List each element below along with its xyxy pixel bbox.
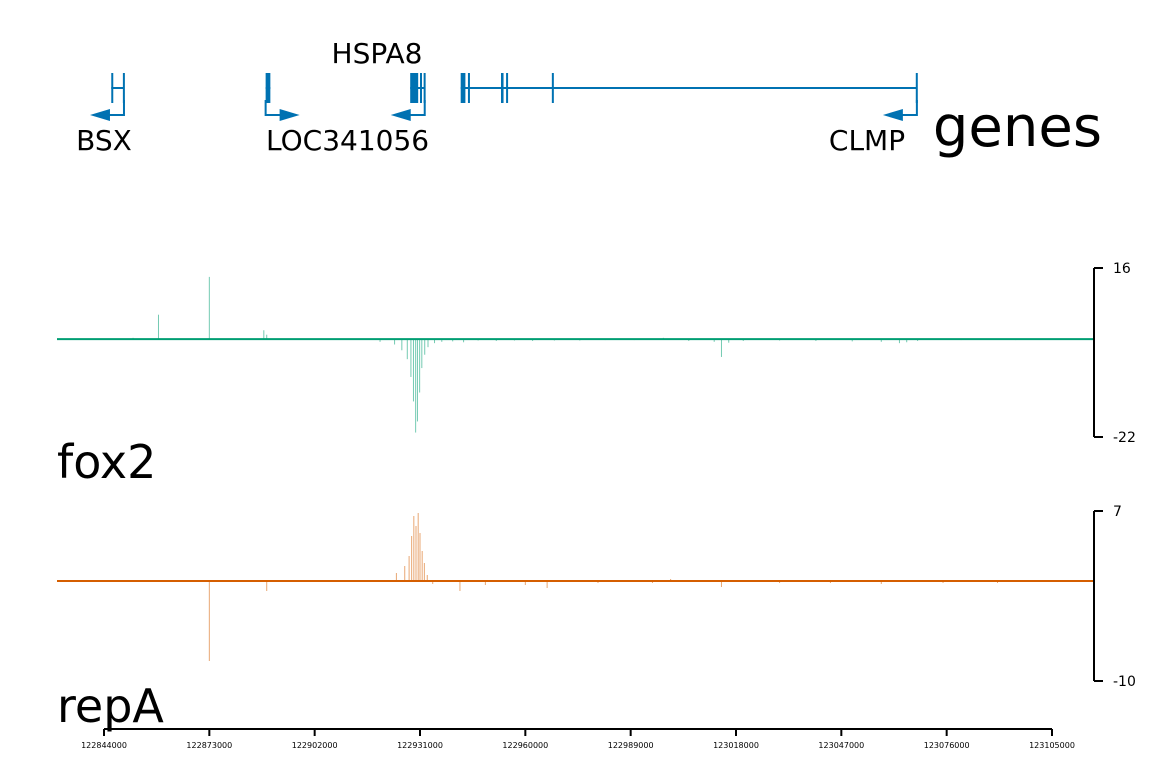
gene-exon (111, 73, 114, 103)
strand-arrow-stem (103, 100, 125, 116)
x-tick-label: 122844000 (81, 741, 127, 750)
x-tick-label: 122873000 (186, 741, 232, 750)
track-repA: 7 -10 repA (57, 504, 1136, 733)
strand-arrow-head (279, 109, 300, 121)
x-tick-label: 123076000 (924, 741, 970, 750)
signal-tracks: 16 -22 fox2 7 -10 repA (57, 261, 1136, 733)
gene-bsx: BSX (76, 73, 132, 157)
x-tick-label: 123018000 (713, 741, 759, 750)
y-tick-label: -10 (1113, 674, 1136, 690)
x-tick-label: 122931000 (397, 741, 443, 750)
strand-arrow-head (882, 109, 903, 121)
strand-arrow-stem (404, 100, 426, 116)
gene-exon (410, 73, 419, 103)
gene-label: CLMP (829, 124, 905, 157)
gene-hspa8: HSPA8 (332, 37, 426, 121)
track-label-repA: repA (57, 679, 164, 733)
gene-exon (506, 73, 509, 103)
gene-exon (915, 73, 918, 103)
gene-exon (460, 73, 466, 103)
gene-exon (420, 73, 422, 103)
genes-track: BSX LOC341056 HSPA8 CLMP genes (76, 37, 1102, 160)
gene-exon (122, 73, 125, 103)
track-fox2: 16 -22 fox2 (57, 261, 1136, 489)
strand-arrow-stem (264, 100, 286, 116)
gene-loc341056: LOC341056 (264, 73, 429, 157)
track-label-fox2: fox2 (57, 435, 156, 489)
gene-exon (423, 73, 426, 103)
strand-arrow-head (390, 109, 411, 121)
x-tick-label: 122960000 (502, 741, 548, 750)
track-label-genes: genes (933, 95, 1102, 160)
x-axis: 122844000 122873000 122902000 122931000 1229… (81, 728, 1075, 750)
x-tick-label: 122989000 (608, 741, 654, 750)
y-tick-label: 16 (1113, 261, 1131, 277)
x-tick-label: 123105000 (1029, 741, 1075, 750)
strand-arrow-head (89, 109, 110, 121)
x-tick-label: 122902000 (292, 741, 338, 750)
gene-exon (551, 73, 554, 103)
gene-label: LOC341056 (266, 124, 429, 157)
y-tick-label: 7 (1113, 504, 1122, 520)
strand-arrow-stem (896, 100, 918, 116)
gene-exon (265, 73, 271, 103)
gene-clmp: CLMP (460, 73, 918, 157)
gene-exon (467, 73, 470, 103)
gene-exon (500, 73, 504, 103)
x-tick-label: 123047000 (818, 741, 864, 750)
y-tick-label: -22 (1113, 430, 1136, 446)
gene-label: BSX (76, 124, 132, 157)
gene-label: HSPA8 (332, 37, 423, 70)
